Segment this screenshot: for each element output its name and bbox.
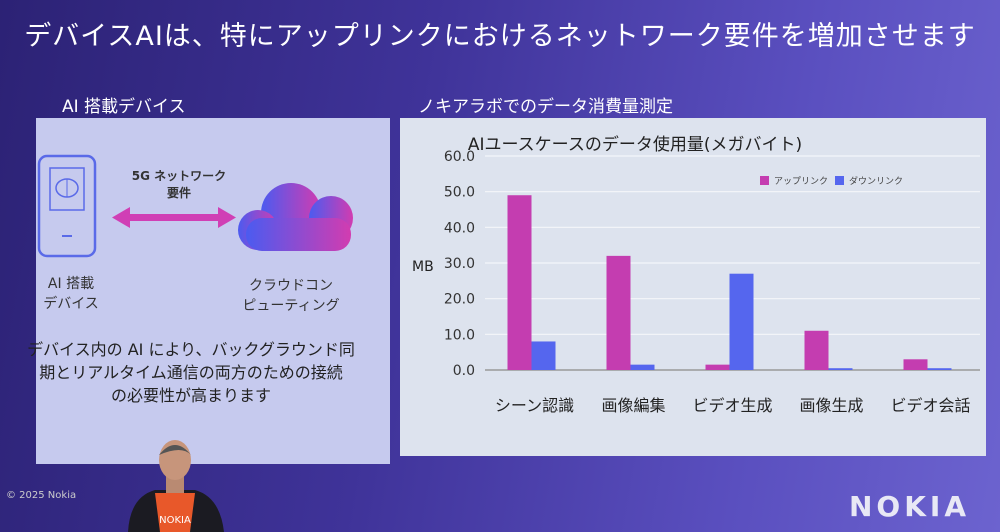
bar-uplink: [606, 255, 631, 370]
bar-downlink: [531, 341, 556, 370]
x-tick-label: 画像生成: [799, 396, 863, 415]
y-tick-label: 30.0: [444, 256, 475, 272]
device-label: AI 搭載: [47, 276, 95, 292]
bar-uplink: [903, 359, 928, 370]
copyright: © 2025 Nokia: [6, 490, 77, 501]
body-text-line-3: の必要性が高まります: [110, 386, 271, 405]
brain-icon: [55, 178, 79, 198]
nokia-logo: NOKIA: [848, 490, 970, 523]
device-diagram: [37, 154, 353, 258]
y-tick-label: 40.0: [444, 220, 475, 236]
presenter: NOKIA: [128, 440, 224, 532]
left-section-heading: AI 搭載デバイス: [62, 97, 186, 117]
legend-label: ダウンリンク: [849, 175, 903, 187]
legend-swatch: [835, 176, 844, 185]
y-tick-label: 10.0: [444, 327, 475, 343]
slide-title: デバイスAIは、特にアップリンクにおけるネットワーク要件を増加させます: [24, 21, 976, 52]
network-label: 5G ネットワーク: [131, 169, 227, 183]
cloud-label: クラウドコン: [249, 278, 333, 294]
bar-uplink: [804, 330, 829, 370]
cloud-label-2: ピューティング: [242, 298, 340, 314]
y-tick-label: 20.0: [444, 292, 475, 308]
chart-panel: [400, 118, 986, 456]
y-tick-label: 50.0: [444, 185, 475, 201]
x-tick-label: ビデオ生成: [692, 396, 772, 415]
shirt-logo: NOKIA: [159, 515, 191, 526]
bar-uplink: [507, 195, 532, 370]
y-tick-label: 0.0: [453, 363, 475, 379]
chart-title: AIユースケースのデータ使用量(メガバイト): [468, 134, 802, 155]
body-text-line-2: 期とリアルタイム通信の両方のための接続: [39, 363, 343, 382]
y-tick-label: 60.0: [444, 149, 475, 165]
bar-downlink: [729, 273, 754, 370]
device-label-2: デバイス: [43, 296, 99, 312]
device-panel: 5G ネットワーク 要件 AI 搭載 デバイス クラウドコン ピューティング デ…: [27, 118, 390, 464]
x-tick-label: シーン認識: [495, 396, 574, 415]
bar-downlink: [630, 364, 655, 370]
x-tick-label: 画像編集: [601, 396, 665, 415]
legend-swatch: [760, 176, 769, 185]
bar-chart: AIユースケースのデータ使用量(メガバイト) 0.0 10.0 20.0 30.0 40.…: [412, 134, 980, 415]
double-arrow-icon: [112, 207, 236, 228]
body-text-line-1: デバイス内の AI により、バックグラウンド同: [27, 340, 355, 359]
x-tick-label: ビデオ会話: [890, 396, 970, 415]
network-label-2: 要件: [166, 186, 191, 200]
bar-downlink: [927, 368, 952, 370]
bar-uplink: [705, 364, 730, 370]
cloud-icon: [238, 183, 353, 251]
bar-downlink: [828, 368, 853, 370]
legend-label: アップリンク: [774, 176, 828, 187]
phone-icon: [37, 154, 97, 258]
right-section-heading: ノキアラボでのデータ消費量測定: [418, 97, 673, 117]
y-axis-label: MB: [412, 259, 434, 275]
